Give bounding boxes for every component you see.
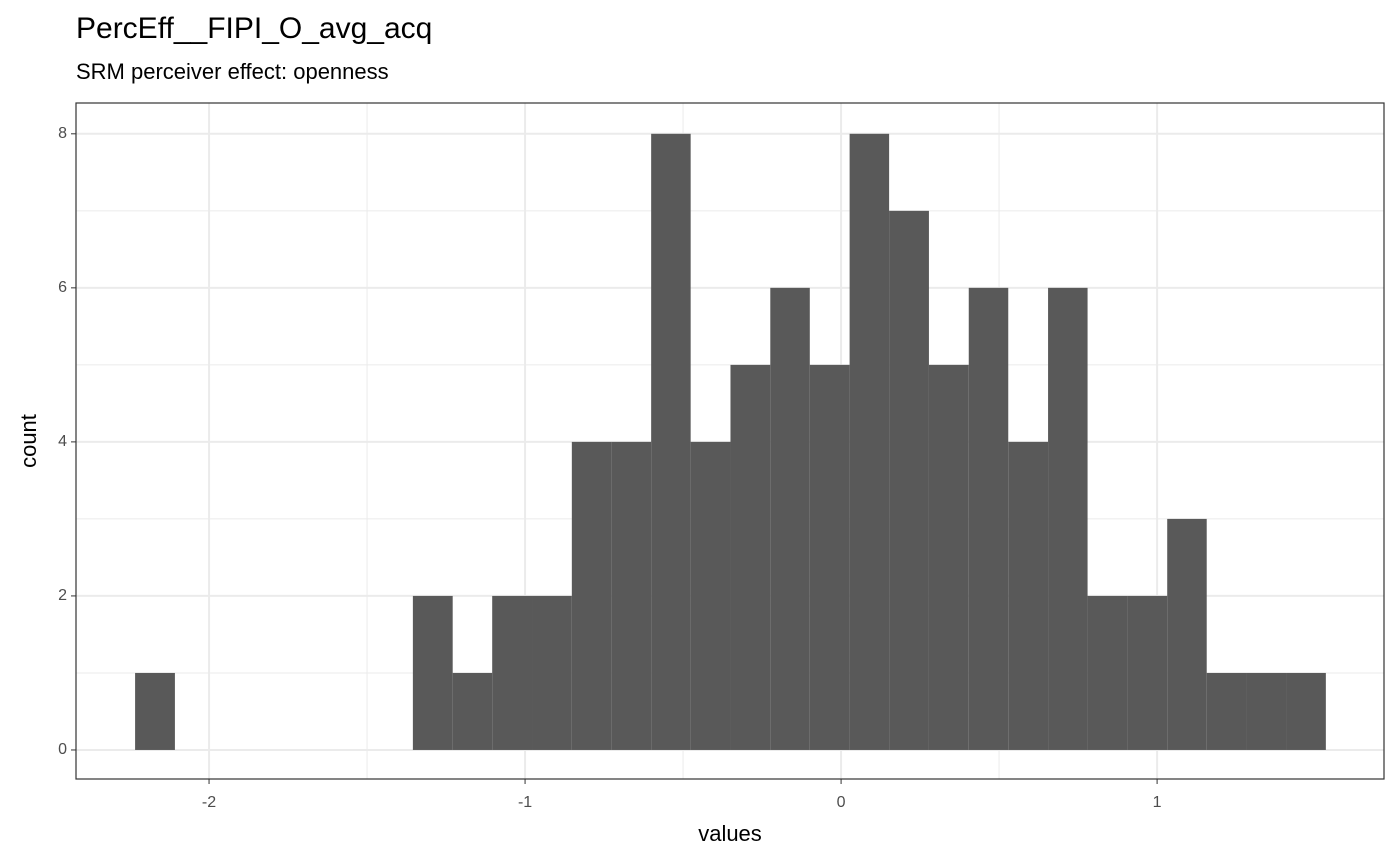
bar [690,441,731,750]
x-tick-label: -1 [518,794,532,811]
bar [492,595,533,750]
x-tick-label: 1 [1153,794,1162,811]
bar [135,672,175,750]
bar [889,210,929,750]
bar [532,595,572,750]
bar [611,441,652,750]
bar [928,364,969,750]
panel-border [75,102,1385,780]
bar [1127,595,1168,750]
x-tick-label: -2 [202,794,216,811]
bar [1008,441,1049,750]
bar [1087,595,1128,750]
chart-subtitle: SRM perceiver effect: openness [76,59,389,84]
y-tick-label: 0 [58,741,67,758]
x-axis-label: values [698,821,762,846]
y-tick-label: 6 [58,279,67,296]
y-axis-label: count [16,414,41,468]
y-tick-label: 8 [58,125,67,142]
bar [651,133,691,750]
bar [968,287,1009,750]
chart-title: PercEff__FIPI_O_avg_acq [76,12,432,45]
x-tick-label: 0 [837,794,846,811]
y-tick-label: 4 [58,433,67,450]
y-tick-label: 2 [58,587,67,604]
bar [412,595,453,750]
bar [571,441,612,750]
bar [809,364,850,750]
bar [1286,672,1326,750]
bar [849,133,890,750]
bar [730,364,771,750]
bar [770,287,810,750]
bar [452,672,493,750]
bar [1206,672,1247,750]
bar [1246,672,1287,750]
bar [1167,518,1207,750]
bar [1048,287,1088,750]
